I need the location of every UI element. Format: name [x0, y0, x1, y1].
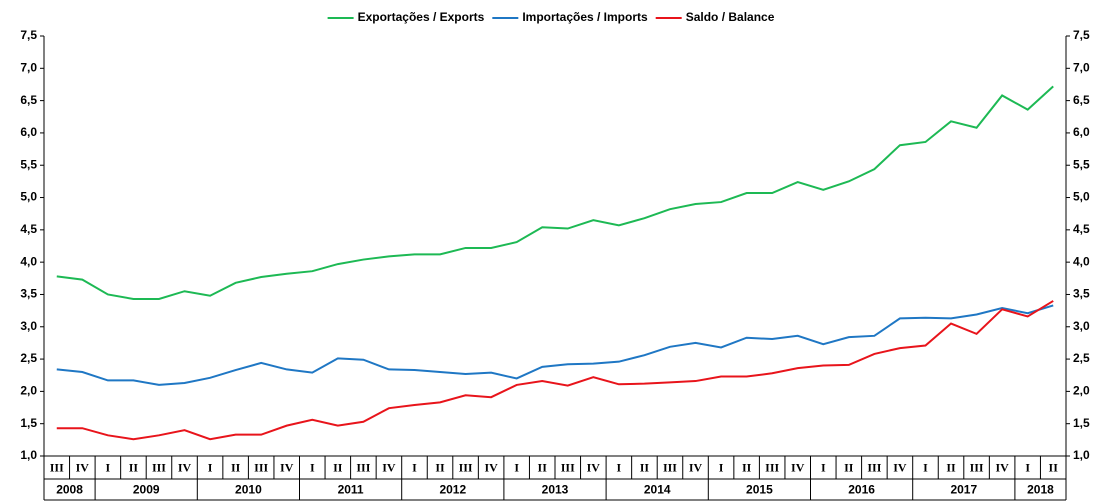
x-tick-label: IV	[178, 460, 192, 474]
year-label: 2013	[542, 483, 569, 497]
series-line	[56, 85, 1054, 300]
x-tick-label: II	[538, 460, 548, 474]
x-tick-label: II	[435, 460, 445, 474]
y-tick-label: 7,5	[20, 28, 37, 42]
y-tick-label: 6,0	[20, 125, 37, 139]
series-line	[56, 300, 1054, 441]
year-label: 2016	[848, 483, 875, 497]
x-tick-label: III	[561, 460, 575, 474]
year-label: 2014	[644, 483, 671, 497]
year-label: 2011	[338, 483, 364, 497]
y2-tick-label: 2,0	[1073, 384, 1090, 398]
y2-tick-label: 7,0	[1073, 60, 1090, 74]
x-tick-label: I	[1025, 460, 1030, 474]
legend-label: Exportações / Exports	[358, 10, 485, 24]
y2-tick-label: 5,0	[1073, 190, 1090, 204]
y-tick-label: 3,0	[20, 319, 37, 333]
x-tick-label: II	[742, 460, 752, 474]
y2-tick-label: 3,0	[1073, 319, 1090, 333]
year-label: 2017	[950, 483, 977, 497]
x-tick-label: IV	[791, 460, 805, 474]
y2-tick-label: 6,0	[1073, 125, 1090, 139]
x-tick-label: IV	[76, 460, 90, 474]
y2-tick-label: 2,5	[1073, 351, 1090, 365]
y-tick-label: 4,0	[20, 254, 37, 268]
y-tick-label: 5,0	[20, 190, 37, 204]
x-tick-label: IV	[587, 460, 601, 474]
x-tick-label: IV	[689, 460, 703, 474]
y-tick-label: 3,5	[20, 287, 37, 301]
x-tick-label: III	[663, 460, 677, 474]
y2-tick-label: 1,0	[1073, 448, 1090, 462]
year-label: 2015	[746, 483, 773, 497]
x-tick-label: III	[356, 460, 370, 474]
y2-tick-label: 4,0	[1073, 254, 1090, 268]
y2-tick-label: 4,5	[1073, 222, 1090, 236]
y2-tick-label: 1,5	[1073, 416, 1090, 430]
y-tick-label: 2,0	[20, 384, 37, 398]
x-tick-label: II	[640, 460, 650, 474]
y-tick-label: 2,5	[20, 351, 37, 365]
y-tick-label: 1,5	[20, 416, 37, 430]
x-tick-label: IV	[484, 460, 498, 474]
x-tick-label: IV	[893, 460, 907, 474]
x-tick-label: II	[1049, 460, 1059, 474]
x-tick-label: III	[765, 460, 779, 474]
x-tick-label: II	[333, 460, 343, 474]
x-tick-label: II	[129, 460, 139, 474]
x-tick-label: III	[152, 460, 166, 474]
legend-label: Saldo / Balance	[686, 10, 775, 24]
x-tick-label: I	[208, 460, 213, 474]
y2-tick-label: 5,5	[1073, 157, 1090, 171]
year-label: 2010	[235, 483, 262, 497]
x-tick-label: III	[459, 460, 473, 474]
x-tick-label: I	[514, 460, 519, 474]
x-tick-label: III	[970, 460, 984, 474]
x-tick-label: III	[254, 460, 268, 474]
x-tick-label: IV	[995, 460, 1009, 474]
year-label: 2012	[439, 483, 466, 497]
x-tick-label: I	[923, 460, 928, 474]
x-tick-label: I	[412, 460, 417, 474]
legend-label: Importações / Imports	[522, 10, 648, 24]
series-line	[56, 304, 1054, 386]
x-tick-label: II	[946, 460, 956, 474]
y-tick-label: 6,5	[20, 93, 37, 107]
y-tick-label: 5,5	[20, 157, 37, 171]
y2-tick-label: 3,5	[1073, 287, 1090, 301]
x-tick-label: III	[867, 460, 881, 474]
y-tick-label: 1,0	[20, 448, 37, 462]
x-tick-label: I	[821, 460, 826, 474]
y2-tick-label: 6,5	[1073, 93, 1090, 107]
x-tick-label: IV	[382, 460, 396, 474]
x-tick-label: III	[50, 460, 64, 474]
x-tick-label: I	[310, 460, 315, 474]
y2-tick-label: 7,5	[1073, 28, 1090, 42]
x-tick-label: I	[617, 460, 622, 474]
x-tick-label: II	[231, 460, 241, 474]
x-tick-label: II	[844, 460, 854, 474]
x-tick-label: IV	[280, 460, 294, 474]
year-label: 2018	[1027, 483, 1054, 497]
year-label: 2008	[56, 483, 83, 497]
y-tick-label: 4,5	[20, 222, 37, 236]
y-tick-label: 7,0	[20, 60, 37, 74]
x-tick-label: I	[719, 460, 724, 474]
year-label: 2009	[133, 483, 160, 497]
x-tick-label: I	[106, 460, 111, 474]
